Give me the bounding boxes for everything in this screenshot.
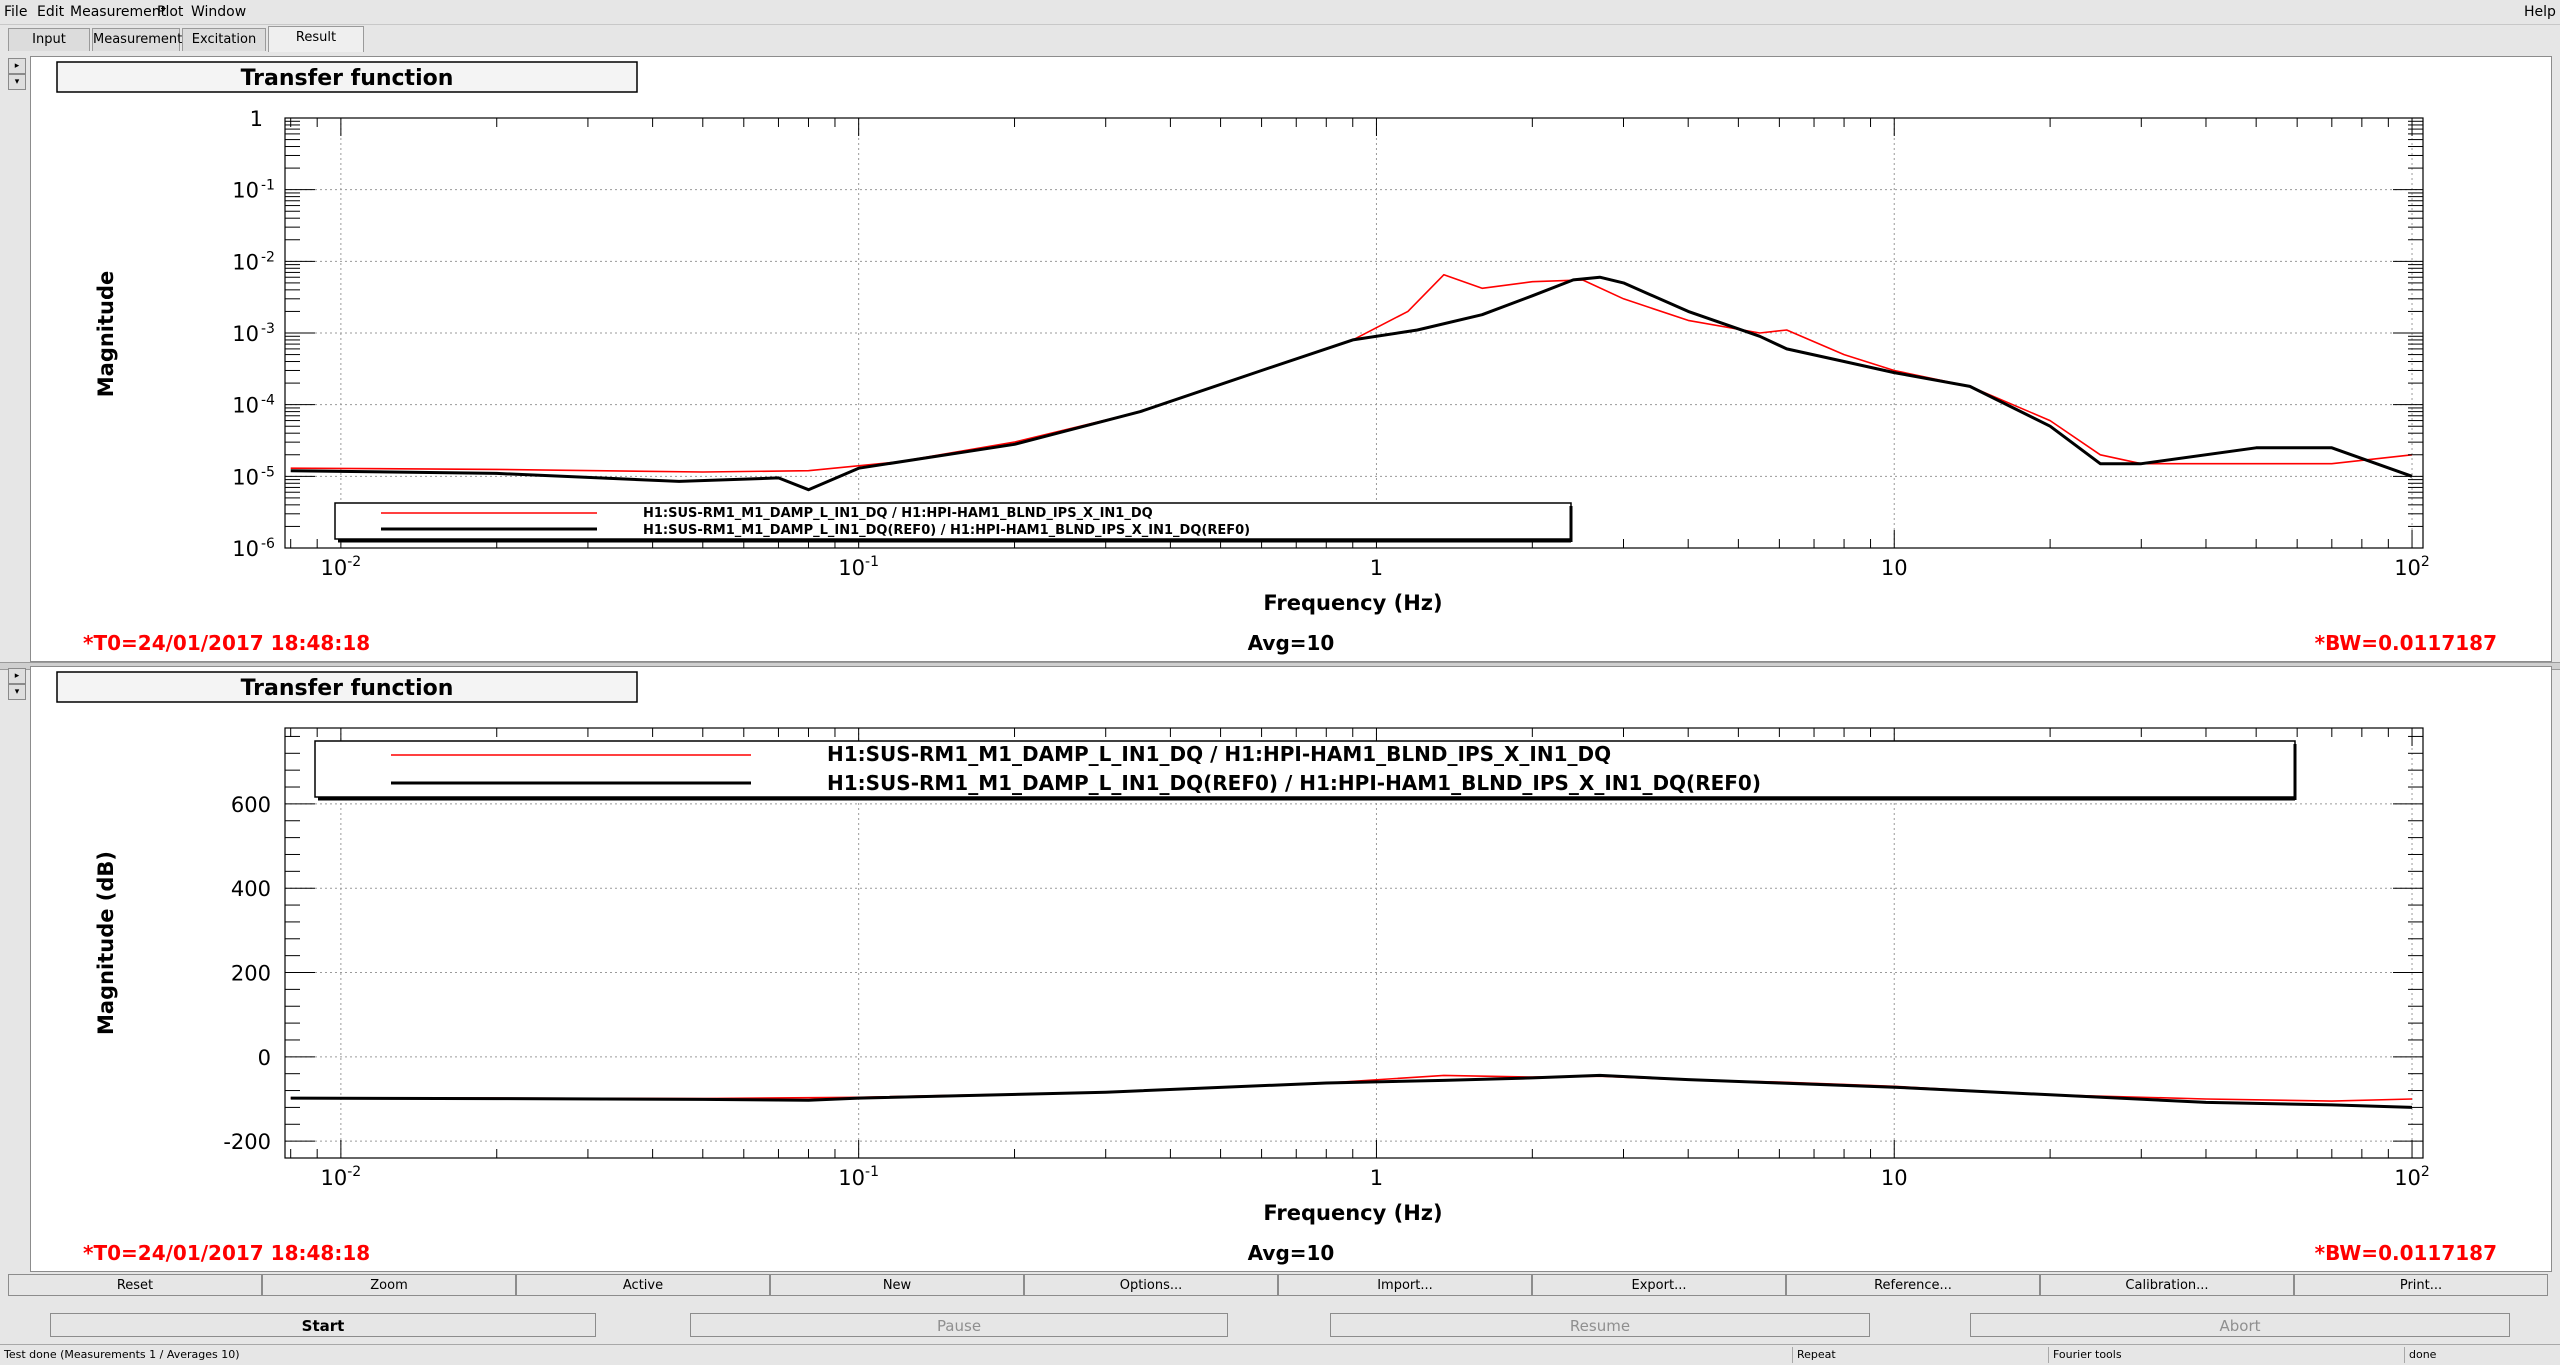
plot-pane-2: Transfer function 10-2 10-1 1 10 102 600 400 20… (30, 666, 2552, 1272)
plot-2-avg: Avg=10 (1248, 1241, 1335, 1265)
tab-input[interactable]: Input (8, 28, 90, 51)
pause-button[interactable]: Pause (690, 1313, 1228, 1337)
plot-2-axes: 10-2 10-1 1 10 102 600 400 200 0 -200 (223, 727, 2430, 1190)
menu-plot[interactable]: Plot (157, 4, 184, 20)
reset-button[interactable]: Reset (8, 1274, 262, 1296)
calibration-button[interactable]: Calibration... (2040, 1274, 2294, 1296)
y-tick-exponent: -2 (261, 249, 275, 265)
y-tick-label: 10 (232, 179, 259, 203)
status-state: done (2404, 1347, 2549, 1363)
x-tick-label: 1 (1370, 1166, 1383, 1190)
y-tick-label: 0 (258, 1046, 271, 1070)
plot-2-series (290, 1073, 2413, 1109)
y-tick-label: 10 (232, 537, 259, 561)
new-button[interactable]: New (770, 1274, 1024, 1296)
plot-2-t0: *T0=24/01/2017 18:48:18 (83, 1241, 370, 1265)
plot-2-title: Transfer function (241, 676, 454, 701)
y-tick-label: -200 (223, 1130, 271, 1154)
menu-measurement[interactable]: Measurement (70, 4, 167, 20)
x-tick-label: 1 (1370, 556, 1383, 580)
status-repeat: Repeat (1792, 1347, 2047, 1363)
series-line-ref0 (290, 275, 2413, 492)
plot-1-avg: Avg=10 (1248, 631, 1335, 655)
y-tick-exponent: -3 (261, 321, 275, 337)
y-tick-label: 400 (231, 877, 271, 901)
active-button[interactable]: Active (516, 1274, 770, 1296)
menu-edit[interactable]: Edit (37, 4, 65, 20)
y-tick-exponent: -5 (261, 464, 275, 480)
legend-2-entry-2: H1:SUS-RM1_M1_DAMP_L_IN1_DQ(REF0) / H1:H… (827, 771, 1761, 795)
plot-2-xlabel: Frequency (Hz) (1263, 1201, 1442, 1225)
start-button[interactable]: Start (50, 1313, 596, 1337)
menu-file[interactable]: File (4, 4, 28, 20)
pane-2-expand-arrow-icon[interactable]: ▸ (8, 668, 26, 684)
y-tick-label: 600 (231, 793, 271, 817)
y-tick-label: 200 (231, 962, 271, 986)
menu-window[interactable]: Window (191, 4, 247, 20)
legend-1-entry-1: H1:SUS-RM1_M1_DAMP_L_IN1_DQ / H1:HPI-HAM… (643, 506, 1153, 521)
zoom-button[interactable]: Zoom (262, 1274, 516, 1296)
options-button[interactable]: Options... (1024, 1274, 1278, 1296)
print-button[interactable]: Print... (2294, 1274, 2548, 1296)
legend-1-entry-2: H1:SUS-RM1_M1_DAMP_L_IN1_DQ(REF0) / H1:H… (643, 523, 1250, 538)
pane-2-collapse-arrow-icon[interactable]: ▾ (8, 684, 26, 700)
x-tick-label: 10-2 (321, 554, 362, 580)
status-tools: Fourier tools (2048, 1347, 2393, 1363)
reference-button[interactable]: Reference... (1786, 1274, 2040, 1296)
y-tick-label: 10 (232, 394, 259, 418)
plot-2-grid (285, 728, 2423, 1158)
menu-bar: File Edit Measurement Plot Window Help (0, 0, 2560, 25)
plot-1-t0: *T0=24/01/2017 18:48:18 (83, 631, 370, 655)
plot-1-title-box (56, 61, 638, 93)
y-tick-exponent: -4 (261, 393, 275, 409)
y-tick-label: 10 (232, 465, 259, 489)
x-tick-label: 102 (2394, 554, 2430, 580)
x-tick-label: 10 (1881, 556, 1908, 580)
plot-2-ylabel: Magnitude (dB) (94, 851, 118, 1035)
tab-measurement[interactable]: Measurement (92, 28, 182, 51)
import-button[interactable]: Import... (1278, 1274, 1532, 1296)
plot-1-ylabel: Magnitude (94, 271, 118, 398)
x-tick-label: 10-2 (321, 1164, 362, 1190)
resume-button[interactable]: Resume (1330, 1313, 1870, 1337)
plot-1-xlabel: Frequency (Hz) (1263, 591, 1442, 615)
plot-1-bw: *BW=0.0117187 (2315, 631, 2497, 655)
x-tick-label: 102 (2394, 1164, 2430, 1190)
status-message: Test done (Measurements 1 / Averages 10) (4, 1348, 240, 1361)
plot-2-canvas: Transfer function 10-2 10-1 1 10 102 600 400 20… (56, 671, 2497, 1265)
plot-2-bw: *BW=0.0117187 (2315, 1241, 2497, 1265)
status-bar: Test done (Measurements 1 / Averages 10)… (0, 1344, 2560, 1365)
x-tick-label: 10 (1881, 1166, 1908, 1190)
tab-result[interactable]: Result (268, 26, 364, 52)
export-button[interactable]: Export... (1532, 1274, 1786, 1296)
abort-button[interactable]: Abort (1970, 1313, 2510, 1337)
x-tick-label: 10-1 (838, 554, 879, 580)
legend-2-entry-1: H1:SUS-RM1_M1_DAMP_L_IN1_DQ / H1:HPI-HAM… (827, 742, 1611, 766)
plot-pane-1: Transfer function 10-2 10-1 1 10 102 1 10 -1 10-… (30, 56, 2552, 662)
plot-1-legend: H1:SUS-RM1_M1_DAMP_L_IN1_DQ / H1:HPI-HAM… (334, 502, 1573, 543)
y-tick-label: 10 (232, 322, 259, 346)
plot-1-series (290, 273, 2413, 492)
pane-expand-arrow-icon[interactable]: ▸ (8, 58, 26, 74)
tab-bar: Input Measurement Excitation Result (0, 25, 2560, 53)
plot-controls-row: Reset Zoom Active New Options... Import.… (8, 1274, 2556, 1298)
plot-1-title: Transfer function (241, 66, 454, 91)
x-tick-label: 10-1 (838, 1164, 879, 1190)
menu-help[interactable]: Help (2524, 4, 2556, 20)
y-tick-exponent: -1 (261, 178, 275, 194)
y-tick-exponent: -6 (261, 536, 275, 552)
tab-excitation[interactable]: Excitation (182, 28, 266, 51)
series-line-current (290, 273, 2413, 473)
plot-frame (284, 727, 2424, 1159)
pane-collapse-arrow-icon[interactable]: ▾ (8, 74, 26, 90)
plot-2-legend: H1:SUS-RM1_M1_DAMP_L_IN1_DQ / H1:HPI-HAM… (314, 740, 2297, 801)
plot-1-grid (285, 117, 2423, 549)
series-line-ref0 (290, 1073, 2413, 1109)
y-tick-label: 1 (250, 107, 263, 131)
plot-2-title-box (56, 671, 638, 703)
y-tick-label: 10 (232, 250, 259, 274)
